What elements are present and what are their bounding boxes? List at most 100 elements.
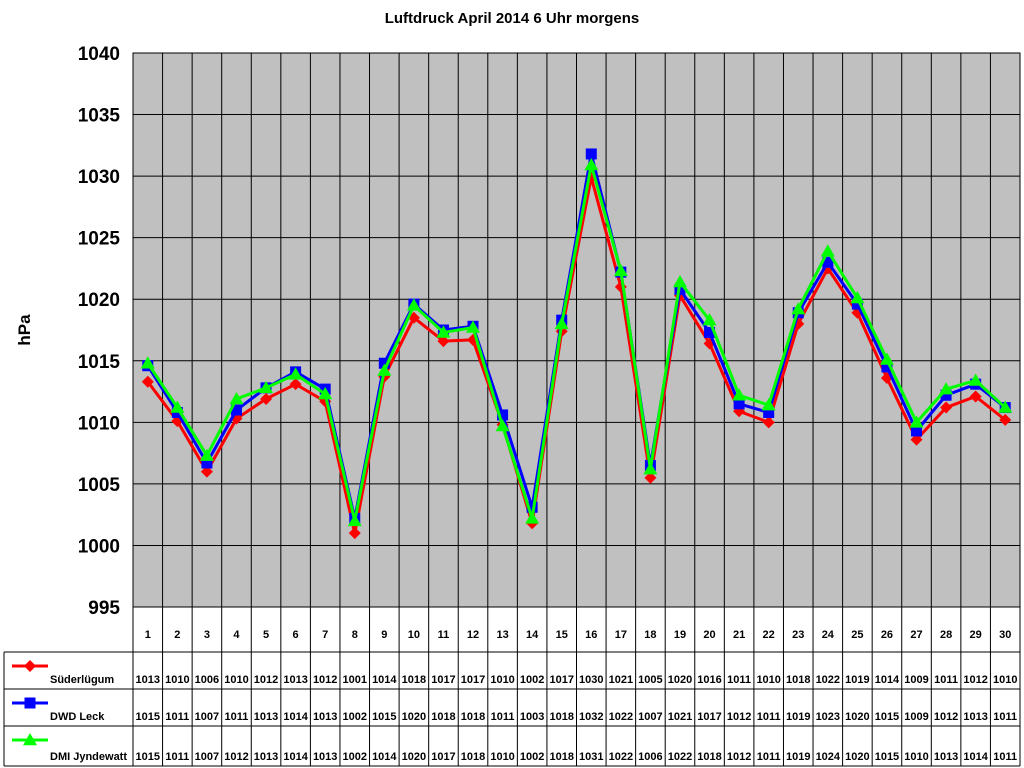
data-point: [378, 357, 390, 369]
x-tick-label: 8: [352, 629, 358, 641]
table-cell: 1022: [609, 711, 633, 723]
data-point: [141, 375, 154, 388]
table-cell: 1014: [283, 751, 308, 763]
x-tick-label: 15: [556, 629, 568, 641]
table-cell: 1010: [165, 674, 189, 686]
table-cell: 1023: [816, 711, 840, 723]
table-cell: 1013: [254, 751, 278, 763]
table-cell: 1018: [461, 711, 485, 723]
table-cell: 1007: [195, 751, 219, 763]
table-cell: 1020: [402, 711, 426, 723]
data-point: [879, 352, 894, 365]
table-cell: 1017: [431, 751, 455, 763]
x-tick-label: 27: [910, 629, 922, 641]
table-cell: 1013: [283, 674, 307, 686]
table-cell: 1020: [845, 711, 869, 723]
data-point: [733, 398, 745, 410]
table-cell: 1012: [313, 674, 337, 686]
table-cell: 1011: [993, 751, 1017, 763]
data-point: [940, 401, 953, 414]
table-cell: 1018: [697, 751, 721, 763]
x-tick-label: 9: [381, 629, 387, 641]
table-cell: 1018: [431, 711, 455, 723]
data-point: [761, 398, 776, 411]
table-cell: 1012: [254, 674, 278, 686]
table-cell: 1001: [343, 674, 367, 686]
table-cell: 1007: [638, 711, 662, 723]
y-tick-label: 1015: [78, 352, 121, 373]
y-tick-label: 1025: [78, 229, 121, 250]
table-cell: 1013: [313, 711, 337, 723]
legend-label: DMI Jyndewatt: [50, 751, 127, 763]
data-point: [497, 409, 509, 421]
data-point: [643, 462, 658, 475]
table-cell: 1013: [136, 674, 160, 686]
data-point: [526, 501, 538, 513]
table-cell: 1024: [816, 751, 841, 763]
grid-lines: [133, 53, 1020, 607]
data-point: [704, 326, 716, 338]
table-cell: 1017: [549, 674, 573, 686]
data-point: [999, 413, 1012, 426]
x-tick-label: 24: [822, 629, 835, 641]
table-cell: 1015: [875, 711, 899, 723]
table-cell: 1014: [372, 751, 397, 763]
x-tick-label: 30: [999, 629, 1011, 641]
x-tick-label: 28: [940, 629, 952, 641]
table-cell: 1013: [963, 711, 987, 723]
data-point: [140, 356, 155, 369]
table-cell: 1002: [520, 751, 544, 763]
table-cell: 1007: [195, 711, 219, 723]
table-cell: 1015: [372, 711, 396, 723]
data-point: [762, 416, 775, 429]
table-cell: 1011: [165, 751, 189, 763]
data-point: [289, 378, 302, 391]
table-cell: 1022: [668, 751, 692, 763]
legend-marker: [24, 697, 36, 709]
data-point: [851, 298, 863, 310]
data-point: [702, 313, 717, 326]
x-tick-label: 19: [674, 629, 686, 641]
table-cell: 1017: [461, 674, 485, 686]
x-tick-label: 25: [851, 629, 863, 641]
table-cell: 1022: [816, 674, 840, 686]
x-tick-label: 26: [881, 629, 893, 641]
table-cell: 1010: [490, 674, 514, 686]
table-cell: 1019: [786, 711, 810, 723]
table-cell: 1003: [520, 711, 544, 723]
x-tick-label: 11: [438, 629, 450, 641]
y-tick-label: 1000: [78, 536, 120, 557]
table-cell: 1010: [490, 751, 514, 763]
table-cell: 1021: [609, 674, 633, 686]
table-cell: 1002: [343, 751, 367, 763]
series-lines: [140, 148, 1013, 540]
data-table: 1 2 3 4 5 6 7 8 9 10 11 12 13 14 15 16 17 18 19 20 21 22 23 24 2…: [3, 53, 1021, 767]
x-tick-label: 4: [233, 629, 240, 641]
data-point: [763, 406, 775, 418]
table-cell: 1011: [934, 674, 958, 686]
table-cell: 1010: [904, 751, 928, 763]
y-axis-label: hPa: [15, 314, 34, 346]
table-cell: 1020: [845, 751, 869, 763]
y-axis-ticks: 995 1000 1005 1010 1015 1020 1025 1030 1035 1040: [78, 44, 121, 619]
table-cell: 1018: [786, 674, 810, 686]
x-tick-label: 29: [970, 629, 982, 641]
x-tick-label: 14: [526, 629, 539, 641]
x-tick-label: 18: [644, 629, 656, 641]
data-point: [229, 391, 244, 405]
table-cell: 1014: [283, 711, 308, 723]
table-cell: 1015: [136, 711, 160, 723]
table-cell: 1009: [904, 674, 928, 686]
data-point: [259, 380, 274, 394]
data-point: [260, 392, 273, 405]
data-point: [348, 527, 361, 540]
data-point: [644, 471, 657, 484]
table-cell: 1013: [313, 751, 337, 763]
table-cell: 1014: [372, 674, 397, 686]
table-cell: 1032: [579, 711, 603, 723]
x-tick-label: 5: [263, 629, 269, 641]
x-tick-label: 21: [733, 629, 745, 641]
table-cell: 1018: [549, 711, 573, 723]
data-point: [406, 298, 421, 311]
